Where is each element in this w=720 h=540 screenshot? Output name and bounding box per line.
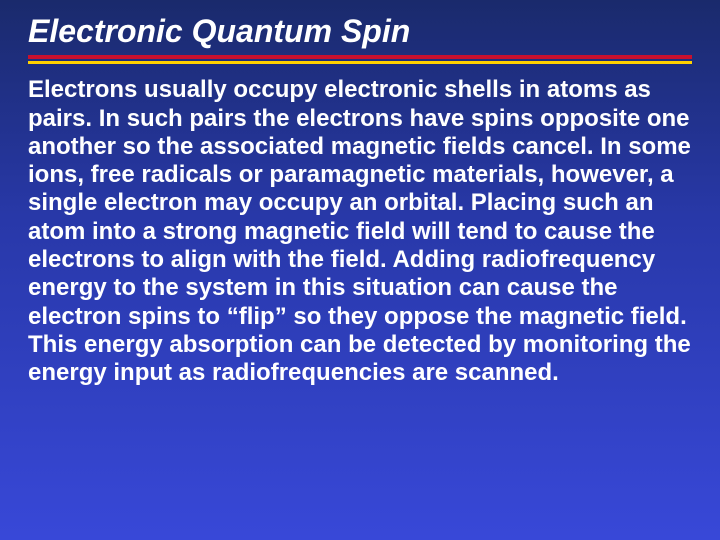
title-area: Electronic Quantum Spin — [0, 0, 720, 49]
slide: Electronic Quantum Spin Electrons usuall… — [0, 0, 720, 540]
body-area: Electrons usually occupy electronic shel… — [0, 64, 720, 387]
slide-body: Electrons usually occupy electronic shel… — [28, 76, 692, 387]
divider-red — [28, 55, 692, 59]
slide-title: Electronic Quantum Spin — [28, 14, 720, 49]
